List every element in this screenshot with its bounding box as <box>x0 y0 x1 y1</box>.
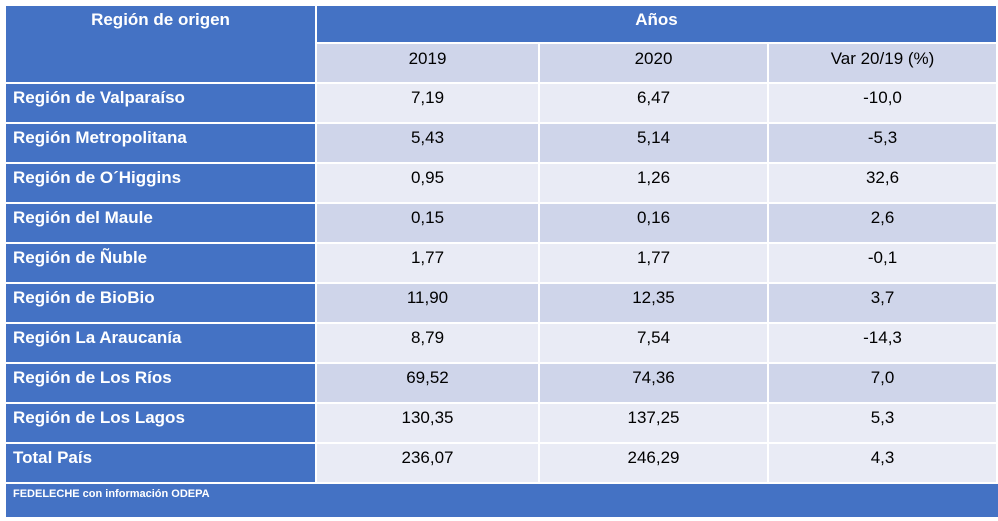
value-2019-cell: 236,07 <box>317 444 540 484</box>
table-body: Región de origen Años 2019 2020 Var 20/1… <box>6 6 998 517</box>
table-row: Región de O´Higgins 0,95 1,26 32,6 <box>6 164 998 204</box>
value-2019-cell: 0,95 <box>317 164 540 204</box>
variation-cell: 7,0 <box>769 364 998 404</box>
years-header: Años <box>317 6 998 44</box>
variation-cell: -14,3 <box>769 324 998 364</box>
region-name-cell: Región del Maule <box>6 204 317 244</box>
table-row: Región Metropolitana 5,43 5,14 -5,3 <box>6 124 998 164</box>
value-2019-cell: 0,15 <box>317 204 540 244</box>
value-2019-cell: 8,79 <box>317 324 540 364</box>
region-name-cell: Región de Ñuble <box>6 244 317 284</box>
source-note: FEDELECHE con información ODEPA <box>6 484 998 517</box>
region-name-cell: Región de BioBio <box>6 284 317 324</box>
table-row: Región de Ñuble 1,77 1,77 -0,1 <box>6 244 998 284</box>
data-table: Región de origen Años 2019 2020 Var 20/1… <box>6 6 998 517</box>
table-row: Región de Valparaíso 7,19 6,47 -10,0 <box>6 84 998 124</box>
region-name-cell: Región Metropolitana <box>6 124 317 164</box>
value-2020-cell: 74,36 <box>540 364 769 404</box>
table-row: Región de BioBio 11,90 12,35 3,7 <box>6 284 998 324</box>
total-label: Total País <box>6 444 317 484</box>
value-2019-cell: 11,90 <box>317 284 540 324</box>
value-2019-cell: 130,35 <box>317 404 540 444</box>
value-2020-cell: 137,25 <box>540 404 769 444</box>
region-name-cell: Región de Valparaíso <box>6 84 317 124</box>
value-2020-cell: 1,26 <box>540 164 769 204</box>
value-2020-cell: 12,35 <box>540 284 769 324</box>
region-name-cell: Región de Los Lagos <box>6 404 317 444</box>
variation-cell: 3,7 <box>769 284 998 324</box>
variation-cell: 5,3 <box>769 404 998 444</box>
region-name-cell: Región de O´Higgins <box>6 164 317 204</box>
variation-cell: 4,3 <box>769 444 998 484</box>
value-2020-cell: 0,16 <box>540 204 769 244</box>
variation-cell: 32,6 <box>769 164 998 204</box>
variation-cell: -10,0 <box>769 84 998 124</box>
variation-cell: 2,6 <box>769 204 998 244</box>
value-2019-cell: 5,43 <box>317 124 540 164</box>
table-row: Región de Los Lagos 130,35 137,25 5,3 <box>6 404 998 444</box>
table-row: Región de Los Ríos 69,52 74,36 7,0 <box>6 364 998 404</box>
value-2019-cell: 69,52 <box>317 364 540 404</box>
region-name-cell: Región de Los Ríos <box>6 364 317 404</box>
source-row: FEDELECHE con información ODEPA <box>6 484 998 517</box>
header-row-years: 2019 2020 Var 20/19 (%) <box>6 44 998 84</box>
column-header-var: Var 20/19 (%) <box>769 44 998 84</box>
table-row: Región La Araucanía 8,79 7,54 -14,3 <box>6 324 998 364</box>
value-2020-cell: 246,29 <box>540 444 769 484</box>
value-2020-cell: 6,47 <box>540 84 769 124</box>
column-header-2019: 2019 <box>317 44 540 84</box>
table-row: Región del Maule 0,15 0,16 2,6 <box>6 204 998 244</box>
value-2020-cell: 5,14 <box>540 124 769 164</box>
value-2019-cell: 7,19 <box>317 84 540 124</box>
total-row: Total País 236,07 246,29 4,3 <box>6 444 998 484</box>
variation-cell: -0,1 <box>769 244 998 284</box>
region-header: Región de origen <box>6 6 317 84</box>
column-header-2020: 2020 <box>540 44 769 84</box>
value-2020-cell: 1,77 <box>540 244 769 284</box>
value-2020-cell: 7,54 <box>540 324 769 364</box>
region-name-cell: Región La Araucanía <box>6 324 317 364</box>
value-2019-cell: 1,77 <box>317 244 540 284</box>
variation-cell: -5,3 <box>769 124 998 164</box>
header-row-top: Región de origen Años <box>6 6 998 84</box>
